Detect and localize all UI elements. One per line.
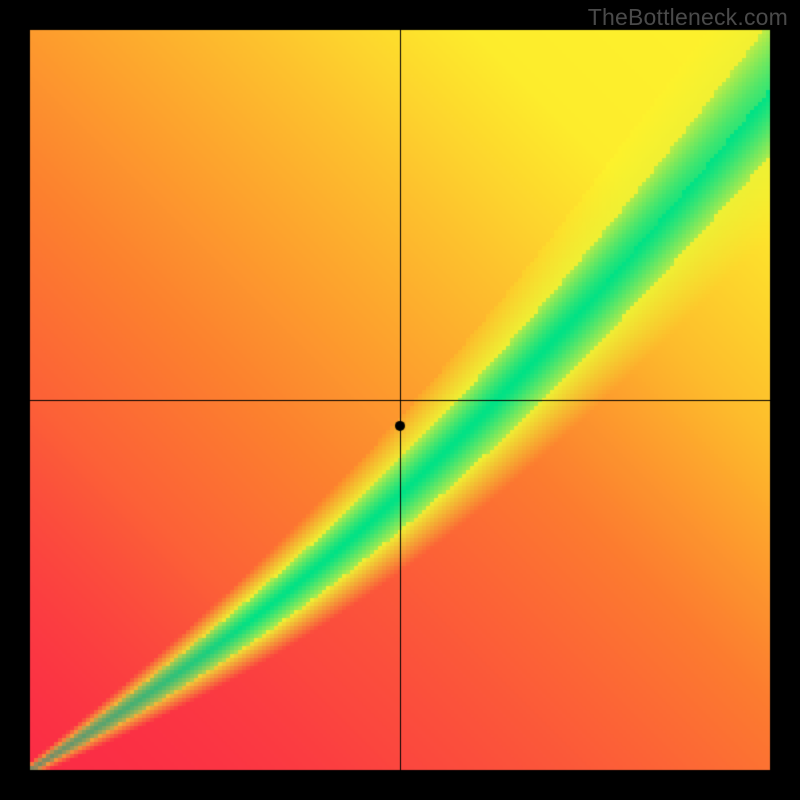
watermark-text: TheBottleneck.com xyxy=(588,4,788,31)
heatmap-canvas xyxy=(0,0,800,800)
chart-container: TheBottleneck.com xyxy=(0,0,800,800)
